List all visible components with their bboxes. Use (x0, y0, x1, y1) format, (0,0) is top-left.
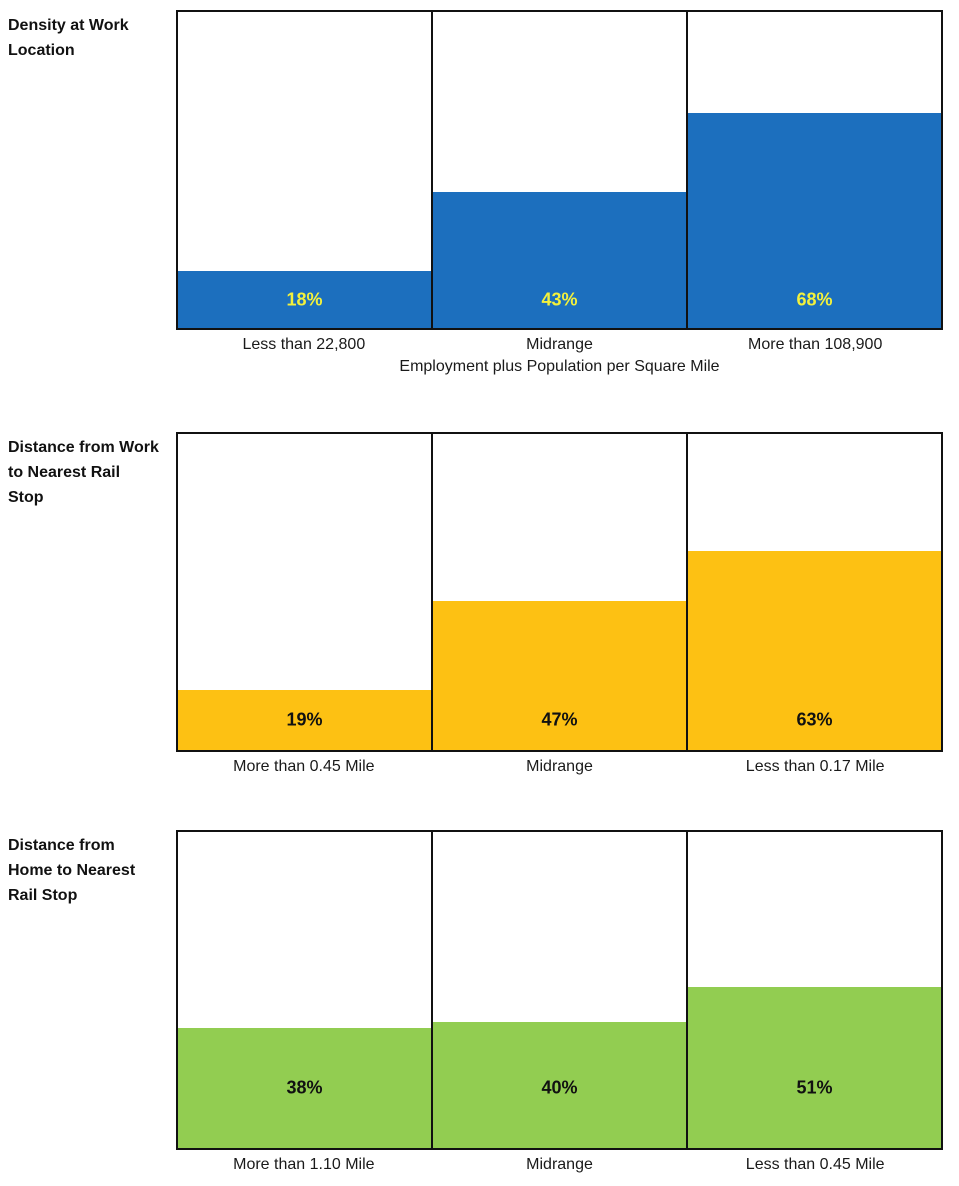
row-title-density-at-work: Density at Work Location (8, 17, 129, 59)
bar-value-label: 43% (541, 289, 578, 310)
category-label: Midrange (526, 758, 593, 775)
chart-area: 18% 43% 68% Less than 22,800 Midrange Mo… (176, 10, 943, 376)
bar-high-density (688, 113, 941, 328)
category-label: More than 1.10 Mile (233, 1156, 375, 1173)
bar-value-label: 40% (541, 1077, 578, 1098)
category-label: More than 108,900 (748, 336, 883, 353)
plot-frame: 19% 47% 63% (176, 432, 943, 752)
x-axis-title: Employment plus Population per Square Mi… (399, 358, 720, 376)
category-label: More than 0.45 Mile (233, 758, 375, 775)
bar-value-label: 51% (796, 1077, 833, 1098)
bar-midrange-from-work (433, 601, 686, 750)
bar-cell: 51% (686, 832, 941, 1148)
category-label: Less than 22,800 (242, 336, 366, 353)
category-label: Less than 0.17 Mile (745, 758, 885, 775)
bar-value-label: 63% (796, 709, 833, 730)
bar-value-label: 19% (286, 709, 323, 730)
bar-near-to-work (688, 550, 941, 750)
chart-area: 38% 40% 51% More than 1.10 Mile Midrange… (176, 830, 943, 1174)
bar-cell: 43% (431, 12, 686, 328)
bar-cell: 18% (178, 12, 431, 328)
bar-cell: 40% (431, 832, 686, 1148)
bar-far-from-work (178, 689, 431, 750)
category-labels: More than 1.10 Mile Midrange Less than 0… (176, 1155, 943, 1174)
bar-value-label: 18% (286, 289, 323, 310)
category-label: Midrange (526, 336, 593, 353)
bar-value-label: 47% (541, 709, 578, 730)
bar-cell: 38% (178, 832, 431, 1148)
plot-frame: 38% 40% 51% (176, 830, 943, 1150)
bar-low-density (178, 271, 431, 328)
chart-area: 19% 47% 63% More than 0.45 Mile Midrange… (176, 432, 943, 776)
row-title-distance-from-work: Distance from Work to Nearest Rail Stop (8, 439, 159, 506)
bar-mid-density (433, 192, 686, 328)
category-labels: More than 0.45 Mile Midrange Less than 0… (176, 757, 943, 776)
category-labels: Less than 22,800 Midrange More than 108,… (176, 335, 943, 354)
plot-frame: 18% 43% 68% (176, 10, 943, 330)
category-label: Less than 0.45 Mile (745, 1156, 885, 1173)
bar-midrange-from-home (433, 1021, 686, 1148)
bar-cell: 47% (431, 434, 686, 750)
bar-value-label: 68% (796, 289, 833, 310)
category-label: Midrange (526, 1156, 593, 1173)
bar-far-from-home (178, 1027, 431, 1148)
bar-value-label: 38% (286, 1077, 323, 1098)
row-title-distance-from-home: Distance from Home to Nearest Rail Stop (8, 837, 136, 904)
bar-cell: 68% (686, 12, 941, 328)
bar-cell: 63% (686, 434, 941, 750)
bar-near-to-home (688, 986, 941, 1148)
bar-cell: 19% (178, 434, 431, 750)
